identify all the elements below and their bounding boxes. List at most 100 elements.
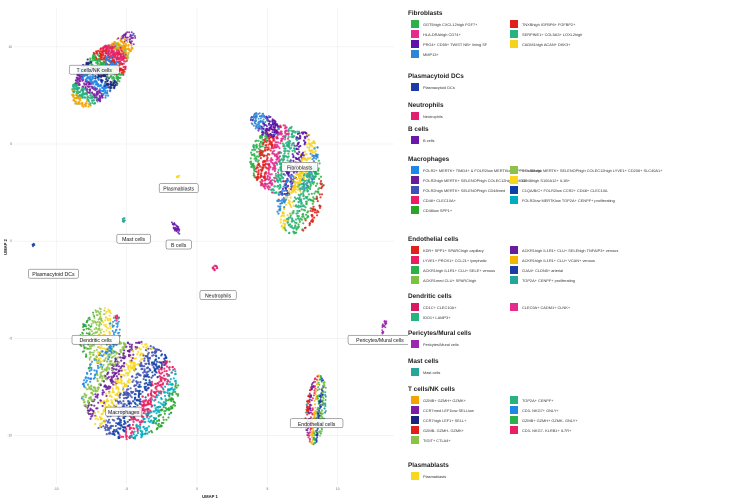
cell-point [258,112,261,115]
cell-point [291,153,294,156]
cell-point [108,349,111,352]
cell-point [156,385,159,388]
cell-point [87,105,90,108]
cell-point [92,354,95,356]
cell-point [315,157,318,160]
cell-point [131,367,134,370]
cell-point [122,51,125,54]
cell-point [129,356,132,359]
cell-point [125,390,128,393]
cell-point [100,75,103,78]
cell-point [119,76,122,79]
cell-point [125,438,128,441]
cell-point [294,225,297,228]
cell-point [102,330,105,333]
cell-point [104,403,107,406]
cell-point [296,209,299,213]
cell-point [123,33,126,36]
cell-point [111,387,114,390]
cell-point [93,102,96,105]
cell-point [119,373,122,376]
cell-point [130,347,133,350]
cell-point [94,59,97,62]
cell-point [95,81,98,84]
cell-point [111,324,114,327]
cell-point [157,394,160,397]
cell-point [94,87,97,90]
cell-point [320,183,323,186]
cell-point [135,419,139,422]
cell-point [174,382,177,385]
cell-point [274,129,277,131]
cell-point [297,200,300,203]
cell-point [308,139,311,142]
cell-point [75,79,78,82]
cell-point [307,173,310,176]
cell-point [96,394,99,397]
cell-point [265,137,269,140]
cell-point [33,244,36,246]
cell-point [249,161,252,164]
cell-point [117,431,120,434]
cell-point [107,49,110,52]
cell-point [145,367,148,370]
cell-point [294,188,297,191]
cell-point [89,378,92,381]
cell-point [112,82,115,85]
cell-point [292,142,295,145]
cell-point [318,193,321,196]
cell-point [81,383,84,386]
cell-point [320,400,323,403]
cell-point [284,189,288,192]
cell-point [114,430,117,433]
cell-point [151,363,154,367]
cell-point [281,187,284,190]
cell-point [96,373,99,376]
legend-item: SERPINE1+ COL5A3+ LOXL2high [510,30,582,38]
cell-point [122,393,125,397]
cell-point [128,423,131,426]
cell-point [318,177,321,180]
cell-point [252,172,255,175]
cell-point [99,371,102,374]
legend-group-title: B cells [408,126,429,133]
legend-item: FOLR2high MERTK+ SELENOPhigh COLEC12high… [411,176,528,184]
cell-point [305,184,308,187]
cell-point [318,388,321,391]
cell-point [164,377,167,381]
cell-point [320,193,324,196]
cell-point [97,353,100,356]
cell-point [106,360,109,363]
cell-point [122,400,125,403]
cell-point [267,188,270,191]
cell-point [309,187,312,191]
cell-point [104,357,107,360]
cell-point [110,347,113,350]
cell-point [101,350,104,353]
cell-point [270,182,274,185]
cell-point [87,324,90,327]
cell-point [167,366,171,369]
cell-point [81,96,84,99]
y-tick-label: -10 [7,433,12,437]
cell-point [164,403,167,406]
cell-point [304,183,307,186]
cell-point [113,319,116,322]
cell-point [172,391,175,394]
cell-point [296,173,299,176]
legend-item-label: C1QA/B/C+ FOLR2low CCR2+ CD48+ CLEC10A [522,187,608,193]
cell-point [111,362,114,365]
plasmablast-cluster [176,174,181,179]
cell-point [274,143,277,146]
cell-point [93,357,96,360]
cell-point [156,409,159,412]
cell-point [98,60,101,63]
cell-point [303,226,307,230]
cell-point [146,354,149,358]
cell-point [310,411,313,414]
cell-point [99,89,102,92]
cell-point [128,343,131,346]
cell-point [294,191,297,194]
cell-point [160,380,163,383]
cell-point [309,156,312,159]
